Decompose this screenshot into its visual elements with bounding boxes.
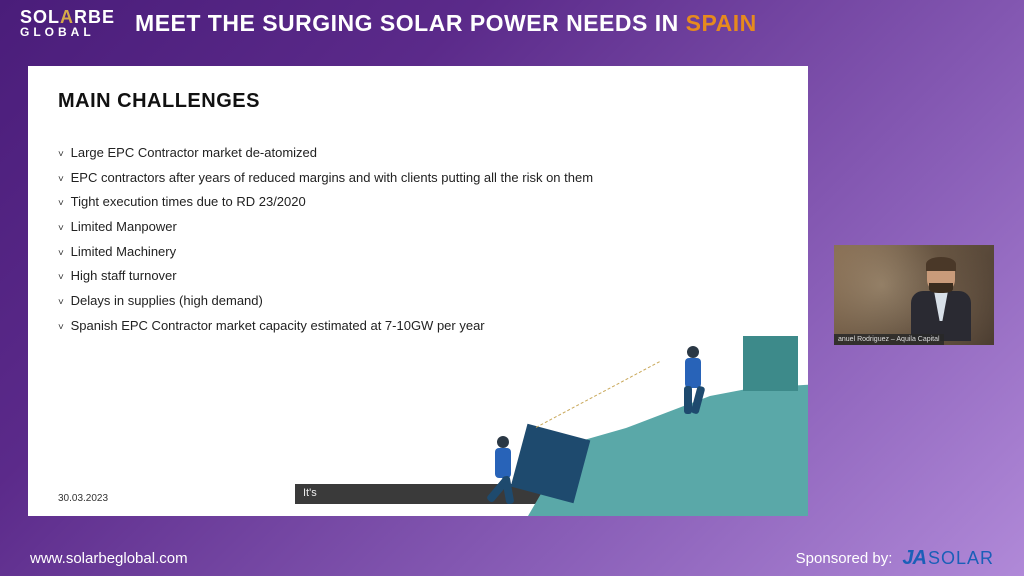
headline-main: MEET THE SURGING SOLAR POWER NEEDS IN: [135, 10, 686, 36]
person-figure: [488, 436, 518, 506]
logo-text-1: SOL: [20, 7, 60, 27]
bullet-item: High staff turnover: [58, 264, 778, 289]
person-figure: [678, 346, 708, 416]
logo-text-2: RBE: [74, 7, 115, 27]
bullet-item: Tight execution times due to RD 23/2020: [58, 190, 778, 215]
jasolar-logo: JA SOLAR: [902, 547, 994, 570]
website-url: www.solarbeglobal.com: [30, 550, 188, 567]
slide-title: MAIN CHALLENGES: [58, 90, 778, 113]
solarbeglobal-logo: SOLARBE GLOBAL: [20, 8, 115, 38]
headline: MEET THE SURGING SOLAR POWER NEEDS IN SP…: [135, 10, 757, 37]
rope-line: [536, 361, 661, 428]
bullet-item: Limited Machinery: [58, 240, 778, 265]
sponsor-logo-ja: JA: [902, 547, 926, 570]
speaker-webcam[interactable]: anuel Rodriguez – Aquila Capital: [834, 245, 994, 345]
sponsor-logo-solar: SOLAR: [928, 548, 994, 569]
speaker-silhouette: [906, 255, 976, 340]
presentation-slide: MAIN CHALLENGES Large EPC Contractor mar…: [28, 66, 808, 516]
puzzle-piece-icon: [743, 336, 798, 391]
logo-accent: A: [60, 7, 74, 27]
footer: www.solarbeglobal.com Sponsored by: JA S…: [0, 540, 1024, 576]
speaker-name-label: anuel Rodriguez – Aquila Capital: [834, 334, 944, 345]
slide-date: 30.03.2023: [58, 493, 108, 504]
bullet-item: Large EPC Contractor market de-atomized: [58, 141, 778, 166]
puzzle-hill-illustration: [458, 296, 808, 516]
header: SOLARBE GLOBAL MEET THE SURGING SOLAR PO…: [0, 0, 1024, 46]
bullet-item: EPC contractors after years of reduced m…: [58, 166, 778, 191]
bullet-item: Limited Manpower: [58, 215, 778, 240]
sponsor-label: Sponsored by:: [796, 550, 893, 567]
sponsor-block: Sponsored by: JA SOLAR: [796, 547, 994, 570]
headline-accent: SPAIN: [686, 10, 757, 36]
logo-subtitle: GLOBAL: [20, 26, 115, 38]
